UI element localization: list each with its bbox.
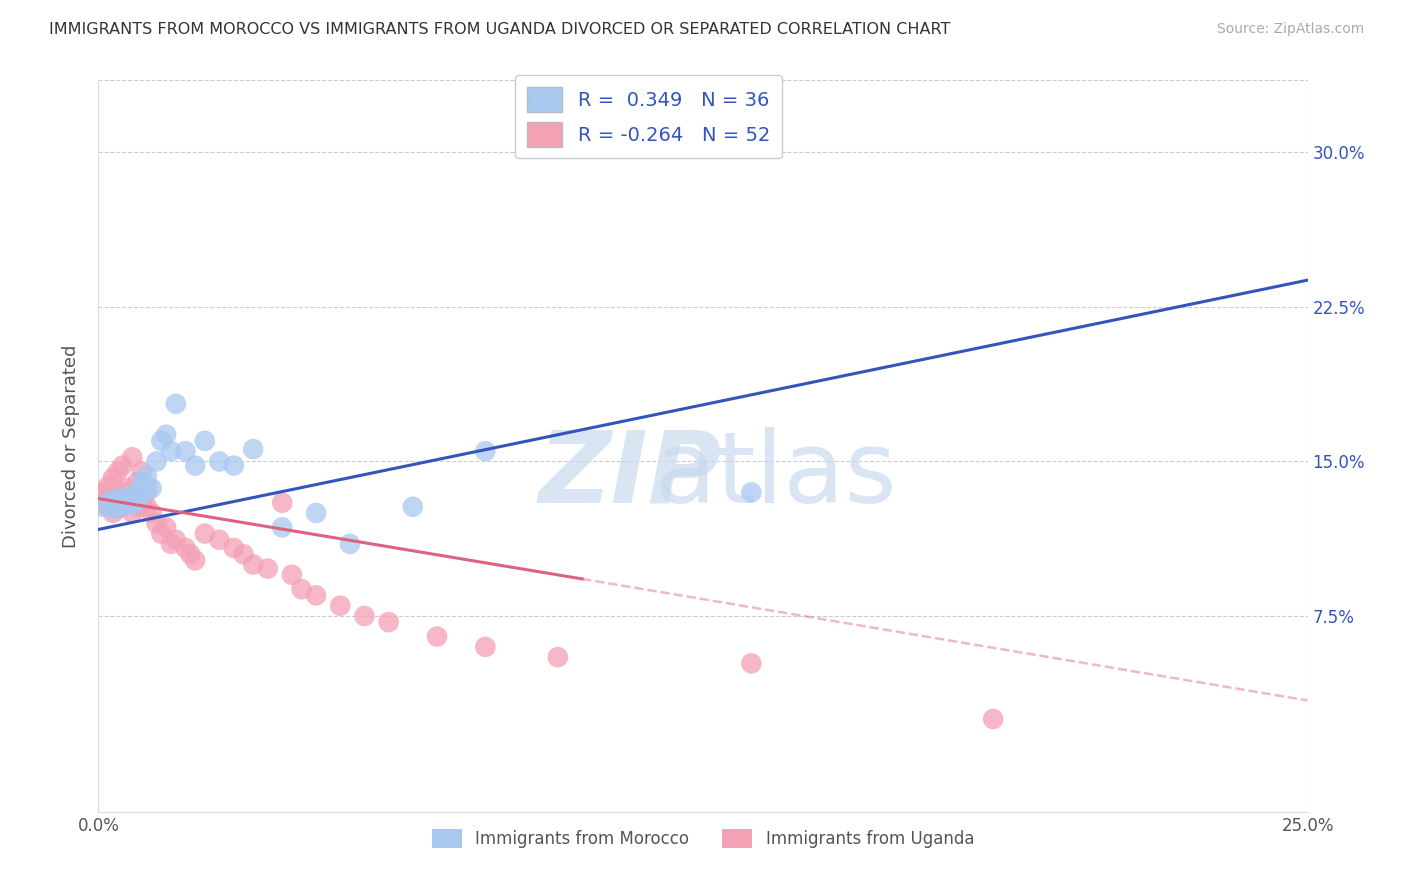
Point — [145, 454, 167, 468]
Point — [131, 496, 153, 510]
Point — [127, 485, 149, 500]
Point — [121, 491, 143, 506]
Point — [101, 501, 124, 516]
Y-axis label: Divorced or Separated: Divorced or Separated — [62, 344, 80, 548]
Point — [165, 533, 187, 547]
Point — [97, 496, 120, 510]
Point — [740, 657, 762, 671]
Text: atlas: atlas — [655, 426, 897, 524]
Point — [150, 434, 173, 448]
Point — [150, 526, 173, 541]
Legend: Immigrants from Morocco, Immigrants from Uganda: Immigrants from Morocco, Immigrants from… — [425, 822, 981, 855]
Point — [242, 558, 264, 572]
Point — [141, 481, 163, 495]
Point — [131, 465, 153, 479]
Point — [232, 547, 254, 561]
Point — [91, 500, 114, 514]
Point — [353, 609, 375, 624]
Point — [329, 599, 352, 613]
Point — [121, 450, 143, 465]
Point — [426, 630, 449, 644]
Point — [111, 485, 134, 500]
Point — [117, 481, 139, 495]
Point — [160, 537, 183, 551]
Point — [305, 506, 328, 520]
Point — [97, 500, 120, 514]
Point — [107, 498, 129, 512]
Point — [141, 506, 163, 520]
Point — [184, 458, 207, 473]
Point — [174, 444, 197, 458]
Point — [377, 615, 399, 629]
Point — [474, 640, 496, 654]
Point — [91, 496, 114, 510]
Point — [127, 475, 149, 489]
Point — [179, 547, 201, 561]
Point — [194, 434, 217, 448]
Point — [111, 493, 134, 508]
Point — [117, 496, 139, 510]
Point — [155, 520, 177, 534]
Point — [194, 526, 217, 541]
Point — [290, 582, 312, 597]
Point — [91, 485, 114, 500]
Point — [135, 500, 157, 514]
Point — [271, 520, 294, 534]
Point — [111, 458, 134, 473]
Point — [547, 650, 569, 665]
Point — [184, 553, 207, 567]
Point — [174, 541, 197, 555]
Point — [111, 500, 134, 514]
Point — [127, 493, 149, 508]
Point — [107, 491, 129, 506]
Point — [281, 567, 304, 582]
Point — [256, 561, 278, 575]
Point — [135, 485, 157, 500]
Point — [135, 479, 157, 493]
Point — [121, 491, 143, 506]
Point — [101, 471, 124, 485]
Point — [101, 493, 124, 508]
Point — [208, 533, 231, 547]
Point — [121, 506, 143, 520]
Point — [155, 427, 177, 442]
Point — [339, 537, 361, 551]
Point — [131, 475, 153, 489]
Point — [101, 506, 124, 520]
Point — [165, 397, 187, 411]
Point — [97, 479, 120, 493]
Text: ZIP: ZIP — [538, 426, 721, 524]
Point — [222, 458, 245, 473]
Point — [222, 541, 245, 555]
Point — [101, 496, 124, 510]
Point — [131, 487, 153, 501]
Point — [271, 496, 294, 510]
Point — [121, 498, 143, 512]
Point — [402, 500, 425, 514]
Point — [242, 442, 264, 456]
Point — [208, 454, 231, 468]
Text: IMMIGRANTS FROM MOROCCO VS IMMIGRANTS FROM UGANDA DIVORCED OR SEPARATED CORRELAT: IMMIGRANTS FROM MOROCCO VS IMMIGRANTS FR… — [49, 22, 950, 37]
Point — [981, 712, 1004, 726]
Point — [97, 491, 120, 506]
Point — [160, 444, 183, 458]
Point — [474, 444, 496, 458]
Point — [740, 485, 762, 500]
Point — [107, 465, 129, 479]
Point — [117, 496, 139, 510]
Point — [111, 500, 134, 514]
Point — [127, 500, 149, 514]
Point — [135, 468, 157, 483]
Point — [107, 501, 129, 516]
Point — [305, 588, 328, 602]
Point — [107, 490, 129, 504]
Point — [145, 516, 167, 531]
Point — [117, 490, 139, 504]
Text: Source: ZipAtlas.com: Source: ZipAtlas.com — [1216, 22, 1364, 37]
